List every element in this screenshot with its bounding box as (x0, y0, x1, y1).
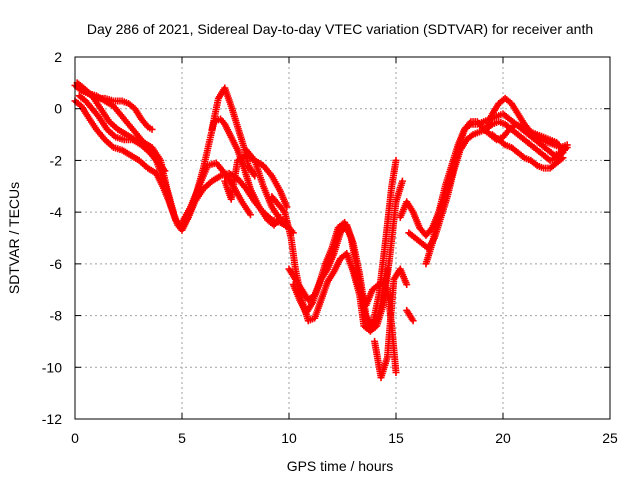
scatter-series (73, 79, 177, 216)
scatter-series (75, 84, 156, 133)
x-axis-ticks: 0 5 10 15 20 25 (71, 57, 618, 446)
data-point (559, 154, 567, 162)
y-tick-label: 2 (54, 49, 62, 65)
scatter-series (242, 146, 291, 211)
scatter-series (422, 118, 571, 268)
y-tick-label: 0 (54, 101, 62, 117)
y-tick-label: -10 (42, 359, 62, 375)
plot-frame (74, 56, 611, 420)
chart-title: Day 286 of 2021, Sidereal Day-to-day VTE… (87, 21, 593, 37)
data-point (559, 146, 567, 154)
y-tick-label: -12 (42, 411, 62, 427)
data-point (392, 156, 400, 164)
data-point (246, 211, 254, 219)
x-tick-label: 25 (602, 430, 618, 446)
data-point (398, 177, 406, 185)
y-axis-label: SDTVAR / TECUs (6, 182, 22, 294)
scatter-series (208, 84, 259, 180)
x-tick-label: 15 (388, 430, 404, 446)
x-tick-label: 20 (495, 430, 511, 446)
data-point (148, 125, 156, 133)
grid-lines (75, 57, 610, 419)
y-tick-label: -8 (50, 308, 63, 324)
y-axis-ticks: 2 0 -2 -4 -6 -8 -10 -12 (42, 49, 610, 427)
y-tick-label: -4 (50, 204, 63, 220)
data-point (403, 281, 411, 289)
scatter-series (289, 177, 406, 335)
data-point (392, 368, 400, 376)
x-tick-label: 0 (71, 430, 79, 446)
x-tick-label: 10 (281, 430, 297, 446)
data-point (409, 317, 417, 325)
scatter-series (405, 118, 567, 252)
scatter-series (488, 131, 567, 172)
x-tick-label: 5 (178, 430, 186, 446)
scatter-series (371, 265, 411, 382)
data-point (563, 141, 571, 149)
data-points (71, 79, 571, 382)
scatter-series (403, 306, 417, 325)
x-axis-label: GPS time / hours (287, 458, 394, 474)
y-tick-label: -2 (50, 152, 63, 168)
data-point (169, 208, 177, 216)
data-point (283, 203, 291, 211)
y-tick-label: -6 (50, 256, 63, 272)
scatter-series (482, 94, 567, 154)
